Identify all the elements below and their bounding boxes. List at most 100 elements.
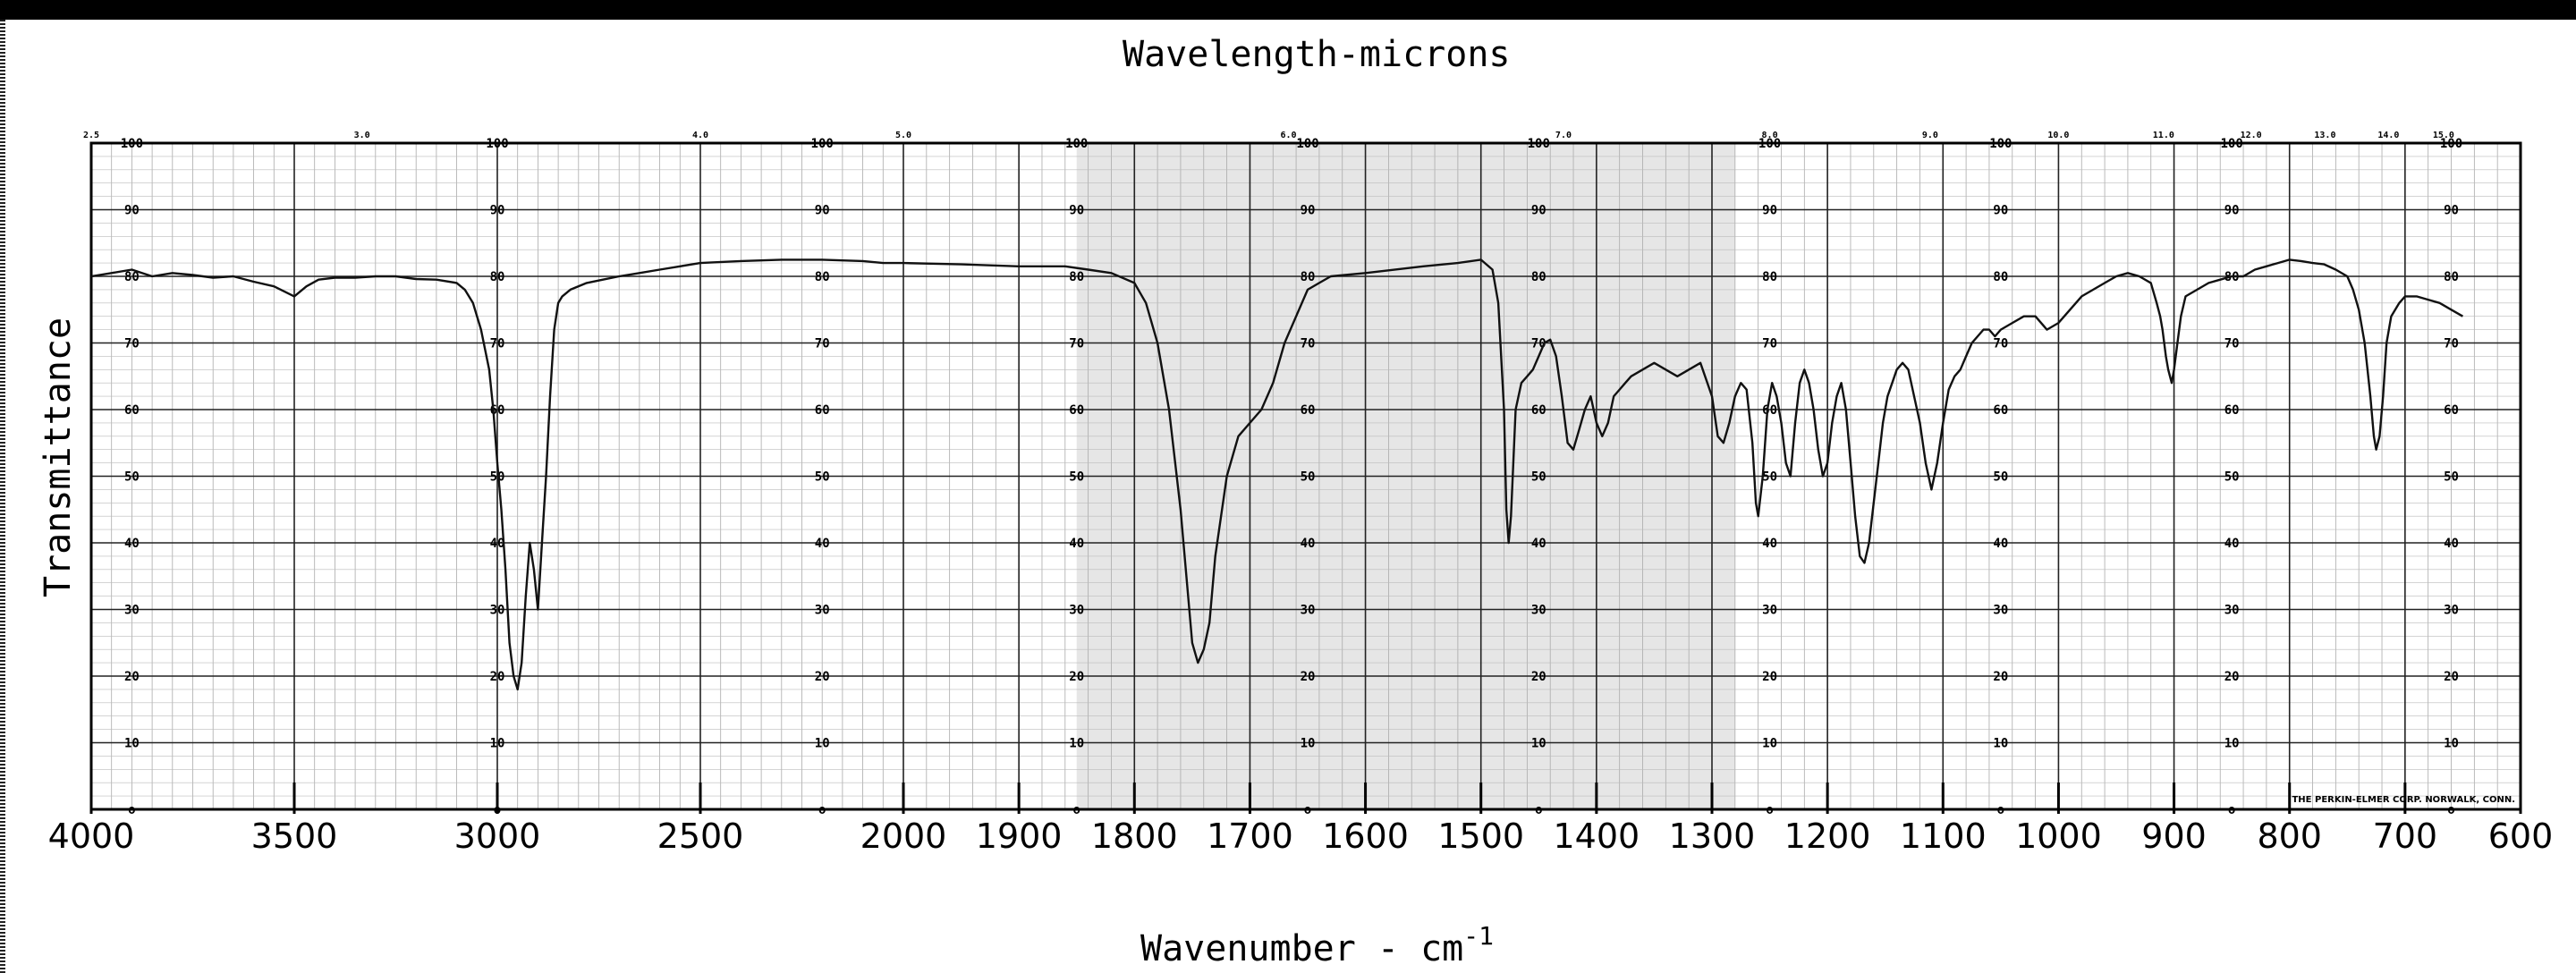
percent-scale-labels: o 10 20 30 40 50 60 70 80 90 100 o 10 20 30 40 50 60 70 80 9… (121, 137, 2462, 817)
percent-label: 40 (2444, 537, 2459, 551)
wavelength-tick-label: 4.0 (692, 131, 708, 140)
plot-frame (89, 141, 2522, 811)
percent-label: 10 (1993, 737, 2008, 751)
spectrum-trace (90, 258, 2463, 691)
percent-label: 40 (1993, 537, 2008, 551)
percent-label: o (1535, 803, 1542, 817)
percent-label: 90 (490, 204, 505, 218)
percent-label: 80 (815, 270, 830, 284)
wavelength-tick-labels: 2.5 3.0 4.0 5.0 6.0 7.0 8.0 9.0 10.0 11.0 12.0 13.0… (83, 131, 2454, 140)
percent-label: o (1072, 803, 1080, 817)
percent-label: 40 (1301, 537, 1316, 551)
percent-label: 50 (2444, 470, 2459, 485)
percent-label: 20 (490, 670, 505, 684)
percent-label: o (494, 803, 501, 817)
percent-label: 60 (1069, 403, 1084, 418)
x-tick-label: 1000 (2015, 816, 2102, 856)
percent-label: 70 (490, 337, 505, 351)
percent-label: 60 (124, 403, 140, 418)
x-tick-label: 1900 (976, 816, 1063, 856)
percent-label: 70 (2224, 337, 2240, 351)
x-tick-label: 3500 (251, 816, 338, 856)
chart-grid (90, 142, 2521, 810)
percent-label: 10 (124, 737, 140, 751)
wavelength-tick-label: 7.0 (1555, 131, 1572, 140)
percent-label: 10 (490, 737, 505, 751)
percent-label: 90 (815, 204, 830, 218)
percent-label: 50 (1301, 470, 1316, 485)
percent-label: 10 (1301, 737, 1316, 751)
percent-label: 10 (815, 737, 830, 751)
x-tick-label: 1300 (1669, 816, 1756, 856)
wavelength-tick-label: 14.0 (2377, 131, 2399, 140)
percent-label: 100 (486, 137, 508, 151)
x-tick-label: 1800 (1091, 816, 1178, 856)
x-tick-label: 1600 (1322, 816, 1409, 856)
percent-label: 30 (1301, 604, 1316, 618)
percent-label: o (2228, 803, 2235, 817)
percent-label: 80 (1762, 270, 1777, 284)
percent-label: 100 (1065, 137, 1088, 151)
percent-label: 70 (124, 337, 140, 351)
percent-label: 80 (1301, 270, 1316, 284)
x-tick-label: 1200 (1784, 816, 1871, 856)
percent-label: o (1997, 803, 2004, 817)
percent-label: 100 (1758, 137, 1781, 151)
percent-label: o (1766, 803, 1773, 817)
top-axis-title: Wavelength-microns (1123, 34, 1511, 75)
percent-label: 80 (124, 270, 140, 284)
percent-label: 90 (1993, 204, 2008, 218)
x-tick-label: 2000 (860, 816, 947, 856)
chart-frame (89, 141, 2522, 811)
percent-label: 60 (1301, 403, 1316, 418)
percent-label: 50 (2224, 470, 2240, 485)
wavelength-tick-label: 10.0 (2047, 131, 2069, 140)
percent-label: 100 (1528, 137, 1550, 151)
percent-label: 20 (1301, 670, 1316, 684)
percent-label: 100 (2220, 137, 2242, 151)
x-tick-label: 1100 (1900, 816, 1987, 856)
x-tick-label: 1700 (1207, 816, 1293, 856)
percent-label: 40 (1762, 537, 1777, 551)
wavelength-tick-label: 8.0 (1762, 131, 1778, 140)
chart-paper-maker-text: THE PERKIN-ELMER CORP. NORWALK, CONN. (2292, 795, 2515, 805)
percent-label: 100 (811, 137, 834, 151)
percent-label: 90 (1762, 204, 1777, 218)
percent-label: 10 (2224, 737, 2240, 751)
percent-label: 50 (1069, 470, 1084, 485)
wavelength-tick-label: 6.0 (1280, 131, 1296, 140)
percent-label: 100 (121, 137, 143, 151)
percent-label: 80 (1993, 270, 2008, 284)
percent-label: 90 (1301, 204, 1316, 218)
percent-label: 50 (1993, 470, 2008, 485)
wavelength-tick-label: 3.0 (354, 131, 370, 140)
percent-label: 50 (1531, 470, 1546, 485)
percent-label: 20 (2444, 670, 2459, 684)
x-tick-label: 700 (2373, 816, 2438, 856)
percent-label: 20 (1993, 670, 2008, 684)
percent-label: 70 (1069, 337, 1084, 351)
percent-label: 70 (2444, 337, 2459, 351)
percent-label: 20 (1762, 670, 1777, 684)
percent-label: 70 (1762, 337, 1777, 351)
percent-label: 10 (1762, 737, 1777, 751)
percent-label: 40 (1531, 537, 1546, 551)
percent-label: 80 (1531, 270, 1546, 284)
wavelength-tick-label: 11.0 (2153, 131, 2174, 140)
percent-label: 80 (490, 270, 505, 284)
top-border-bar (0, 0, 2576, 20)
x-tick-label: 600 (2488, 816, 2554, 856)
percent-label: 40 (1069, 537, 1084, 551)
percent-label: 50 (124, 470, 140, 485)
x-tick-label: 800 (2257, 816, 2322, 856)
percent-label: 40 (124, 537, 140, 551)
percent-label: 70 (815, 337, 830, 351)
percent-label: 30 (2224, 604, 2240, 618)
percent-label: 30 (1762, 604, 1777, 618)
wavelength-tick-label: 12.0 (2241, 131, 2262, 140)
chart-paper-maker: THE PERKIN-ELMER CORP. NORWALK, CONN. (2292, 795, 2515, 805)
percent-label: 50 (815, 470, 830, 485)
x-axis-title: Wavenumber - cm-1 (1140, 921, 1494, 969)
percent-label: 50 (1762, 470, 1777, 485)
